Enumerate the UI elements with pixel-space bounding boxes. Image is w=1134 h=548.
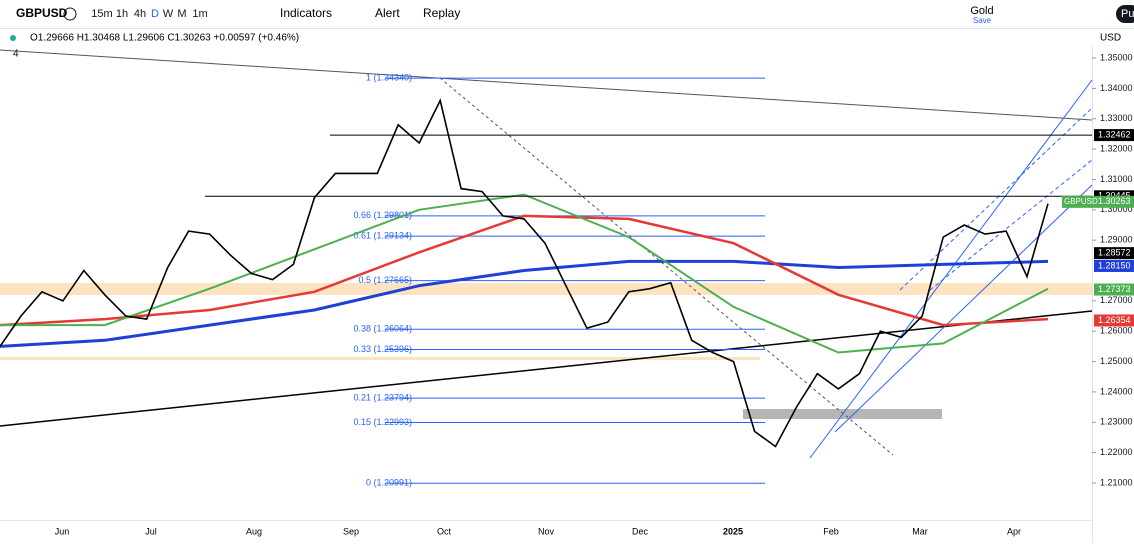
price-tick-label: 1.32000 bbox=[1100, 143, 1133, 153]
price-line bbox=[0, 259, 1049, 348]
price-tick-label: 1.24000 bbox=[1100, 386, 1133, 396]
price-badge-label: 1.26354 bbox=[1098, 315, 1131, 325]
price-line bbox=[0, 98, 1049, 448]
symbol[interactable]: GBPUSD bbox=[16, 6, 68, 20]
time-tick-label: Oct bbox=[437, 526, 452, 536]
save-button[interactable]: Save bbox=[973, 16, 992, 25]
interval[interactable]: D bbox=[151, 8, 159, 20]
price-badge bbox=[1094, 259, 1134, 272]
price-tick-label: 1.26000 bbox=[1100, 326, 1133, 336]
interval[interactable]: 1m bbox=[192, 8, 207, 20]
symbol-badge bbox=[1062, 195, 1094, 208]
time-tick-label: Jun bbox=[55, 526, 70, 536]
price-tick-label: 1.22000 bbox=[1100, 447, 1133, 457]
fib-label: 0.5 (1.27665) bbox=[358, 275, 412, 285]
price-tick-label: 1.30000 bbox=[1100, 204, 1133, 214]
currency[interactable]: USD bbox=[1100, 33, 1121, 44]
interval[interactable]: W bbox=[163, 8, 174, 20]
price-tick-label: 1.25000 bbox=[1100, 356, 1133, 366]
compare-button[interactable] bbox=[63, 7, 77, 21]
price-tick-label: 1.35000 bbox=[1100, 52, 1133, 62]
price-tick-label: 1.27000 bbox=[1100, 295, 1133, 305]
channel-line bbox=[929, 159, 1093, 291]
price-badge-label: 1.32462 bbox=[1098, 129, 1131, 139]
price-badge-label: 1.30445 bbox=[1098, 191, 1131, 201]
support-zone bbox=[0, 357, 760, 360]
time-tick-label: Aug bbox=[246, 526, 262, 536]
trend-line bbox=[0, 310, 1093, 427]
price-line bbox=[0, 214, 1049, 327]
symbol-badge-label: GBPUSD bbox=[1064, 197, 1098, 206]
price-badge bbox=[1094, 247, 1134, 260]
indicator-count[interactable]: 4 bbox=[13, 49, 19, 60]
price-badge bbox=[1094, 195, 1134, 208]
interval[interactable]: 4h bbox=[134, 8, 146, 20]
ohlc-legend: O1.29666 H1.30468 L1.29606 C1.30263 +0.0… bbox=[30, 33, 299, 44]
interval[interactable]: M bbox=[177, 8, 186, 20]
channel-line bbox=[899, 107, 1093, 291]
price-badge-label: 1.28150 bbox=[1098, 260, 1131, 270]
replay-button[interactable]: Replay bbox=[423, 6, 460, 20]
channel-line bbox=[834, 184, 1093, 433]
fib-label: 0.66 (1.29801) bbox=[353, 210, 412, 220]
time-tick-label: Mar bbox=[912, 526, 928, 536]
time-tick-label: 2025 bbox=[723, 526, 743, 536]
price-badge-label: 1.28572 bbox=[1098, 248, 1131, 258]
zones bbox=[0, 49, 1093, 459]
trend-line bbox=[439, 77, 894, 456]
fib-label: 1 (1.34340) bbox=[366, 72, 412, 82]
toolbar bbox=[0, 0, 1134, 28]
time-tick-label: Jul bbox=[145, 526, 157, 536]
price-badge bbox=[1094, 314, 1134, 327]
price-tick-label: 1.34000 bbox=[1100, 83, 1133, 93]
price-tick-label: 1.29000 bbox=[1100, 235, 1133, 245]
indicators-button[interactable]: Indicators bbox=[280, 6, 332, 20]
status-dot bbox=[10, 35, 16, 41]
fib-label: 0.61 (1.29134) bbox=[353, 230, 412, 240]
layout-name[interactable]: Gold bbox=[970, 5, 993, 17]
price-tick-label: 1.23000 bbox=[1100, 417, 1133, 427]
fib-label: 0 (1.20991) bbox=[366, 478, 412, 488]
price-badge bbox=[1094, 129, 1134, 142]
price-tick-label: 1.33000 bbox=[1100, 113, 1133, 123]
fib-label: 0.38 (1.26064) bbox=[353, 324, 412, 334]
price-badge-label: 1.27373 bbox=[1098, 284, 1131, 294]
publish-label[interactable]: Pu bbox=[1121, 8, 1134, 20]
fib-label: 0.33 (1.25396) bbox=[353, 344, 412, 354]
alert-button[interactable]: Alert bbox=[375, 6, 400, 20]
fib-label: 0.15 (1.22993) bbox=[353, 417, 412, 427]
price-badge bbox=[1094, 283, 1134, 296]
time-tick-label: Sep bbox=[343, 526, 359, 536]
price-tick-label: 1.31000 bbox=[1100, 174, 1133, 184]
interval[interactable]: 15m bbox=[91, 8, 112, 20]
time-tick-label: Dec bbox=[632, 526, 649, 536]
time-tick-label: Nov bbox=[538, 526, 555, 536]
interval[interactable]: 1h bbox=[116, 8, 128, 20]
channel-line bbox=[809, 79, 1093, 459]
price-badge-label: 1.30263 bbox=[1098, 196, 1131, 206]
time-tick-label: Apr bbox=[1007, 526, 1021, 536]
fib-label: 0.21 (1.23794) bbox=[353, 393, 412, 403]
price-tick-label: 1.21000 bbox=[1100, 477, 1133, 487]
price-line bbox=[0, 193, 1049, 354]
publish-button[interactable] bbox=[1116, 5, 1134, 23]
time-tick-label: Feb bbox=[823, 526, 839, 536]
trend-line bbox=[0, 49, 1093, 121]
